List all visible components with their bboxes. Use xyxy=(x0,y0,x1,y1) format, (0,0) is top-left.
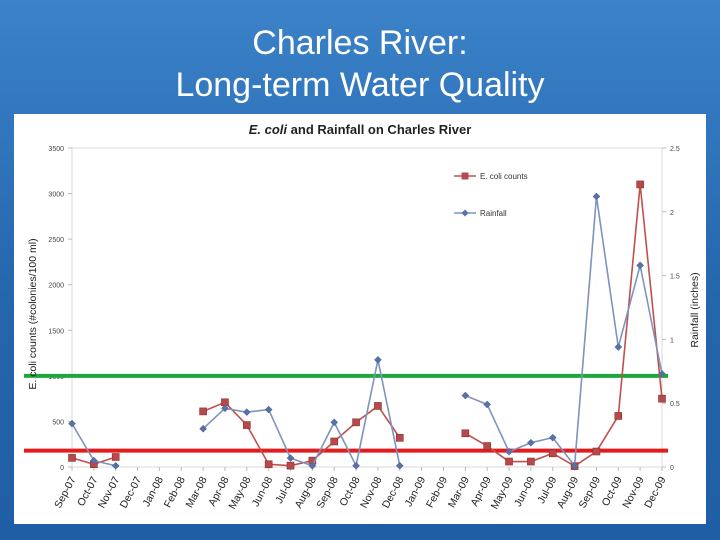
ecoli-point xyxy=(264,460,273,469)
rainfall-point xyxy=(308,461,317,470)
x-tick-label: Dec-07 xyxy=(118,475,145,511)
rainfall-point xyxy=(395,461,404,470)
series-line-rainfall xyxy=(202,359,401,469)
ecoli-point xyxy=(68,454,76,462)
ecoli-point xyxy=(286,461,295,470)
rainfall-point xyxy=(461,391,470,400)
rainfall-point xyxy=(330,418,339,427)
rainfall-point xyxy=(505,447,513,456)
rainfall-point xyxy=(548,433,557,442)
x-tick-label: Sep-08 xyxy=(314,475,341,511)
ecoli-point xyxy=(636,180,644,189)
rainfall-point xyxy=(286,454,295,462)
rainfall-point xyxy=(199,424,207,433)
x-tick-label: Sep-07 xyxy=(52,475,79,511)
x-tick-label: Mar-08 xyxy=(184,475,210,510)
slide-title-line2: Long-term Water Quality xyxy=(175,66,545,104)
rainfall-point xyxy=(592,192,601,201)
chart-title-italic: E. coli xyxy=(249,122,288,137)
rainfall-point xyxy=(221,404,229,413)
rainfall-point xyxy=(374,355,382,364)
ecoli-point xyxy=(111,453,120,461)
ecoli-point xyxy=(548,449,557,458)
rainfall-point xyxy=(264,405,273,414)
ecoli-point xyxy=(614,412,623,420)
y-left-tick-label: 3000 xyxy=(48,192,64,199)
x-tick-label: Dec-08 xyxy=(380,475,407,511)
ecoli-point xyxy=(374,402,382,410)
y-right-tick-label: 1 xyxy=(670,337,674,344)
rainfall-point xyxy=(242,408,251,416)
rainfall-point xyxy=(614,343,623,351)
y-left-tick-label: 2000 xyxy=(48,283,64,290)
legend-marker-ecoli xyxy=(461,172,469,180)
ecoli-point xyxy=(483,442,491,450)
series-line-ecoli xyxy=(202,401,401,467)
rainfall-point xyxy=(527,438,535,447)
ecoli-point xyxy=(658,394,666,403)
ecoli-point xyxy=(330,437,339,446)
ecoli-point xyxy=(527,457,535,466)
rainfall-point xyxy=(89,456,98,465)
y-left-tick-label: 500 xyxy=(52,419,64,426)
rainfall-point xyxy=(483,400,492,409)
slide-title-line1: Charles River: xyxy=(252,24,468,62)
rainfall-point xyxy=(636,261,645,270)
y-axis-label-right: Rainfall (inches) xyxy=(689,272,701,347)
ecoli-point xyxy=(461,429,470,438)
y-left-tick-label: 1500 xyxy=(48,328,64,335)
series-line-rainfall xyxy=(465,196,663,468)
rainfall-point xyxy=(352,461,360,470)
rainfall-point xyxy=(658,369,666,378)
y-right-tick-label: 0 xyxy=(670,465,674,472)
y-right-tick-label: 2.5 xyxy=(670,146,680,153)
rainfall-point xyxy=(68,419,76,428)
series-layer xyxy=(68,180,666,470)
x-tick-label: Sep-09 xyxy=(577,475,604,511)
rainfall-point xyxy=(111,461,120,470)
legend-label-2: Rainfall xyxy=(480,209,507,218)
ecoli-point xyxy=(243,421,251,429)
y-left-tick-label: 0 xyxy=(60,465,64,472)
ecoli-point xyxy=(199,407,207,416)
ecoli-point xyxy=(352,418,360,427)
legend-marker-rainfall xyxy=(461,209,469,217)
chart-svg: 050010001500200025003000350000.511.522.5… xyxy=(24,122,701,511)
rainfall-point xyxy=(570,461,579,470)
x-tick-label: Dec-09 xyxy=(642,475,669,511)
legend-label-1: E. coli counts xyxy=(480,172,528,181)
x-tick-label: Jun-08 xyxy=(250,475,276,509)
ecoli-point xyxy=(395,434,404,442)
y-left-tick-label: 3500 xyxy=(48,146,64,153)
y-right-tick-label: 1.5 xyxy=(670,274,680,281)
series-line-ecoli xyxy=(464,184,663,468)
chart-title: E. coli and Rainfall on Charles River xyxy=(249,122,472,137)
x-tick-label: Mar-09 xyxy=(446,475,472,510)
plot-area xyxy=(71,147,663,468)
reference-lines-layer xyxy=(24,373,668,453)
y-right-tick-label: 2 xyxy=(670,210,674,217)
chart-title-rest: and Rainfall on Charles River xyxy=(287,122,471,137)
y-axis-label-left: E. coli counts (#colonies/100 ml) xyxy=(27,238,39,389)
ecoli-point xyxy=(505,457,513,466)
legend: E. coli counts Rainfall xyxy=(454,172,528,218)
slide-title: Charles River: Long-term Water Quality xyxy=(0,22,720,106)
x-tick-label: Jun-09 xyxy=(512,475,538,509)
y-left-tick-label: 2500 xyxy=(48,237,64,244)
y-right-tick-label: 0.5 xyxy=(670,401,680,408)
chart-panel: 050010001500200025003000350000.511.522.5… xyxy=(14,114,706,524)
ecoli-point xyxy=(592,447,601,456)
